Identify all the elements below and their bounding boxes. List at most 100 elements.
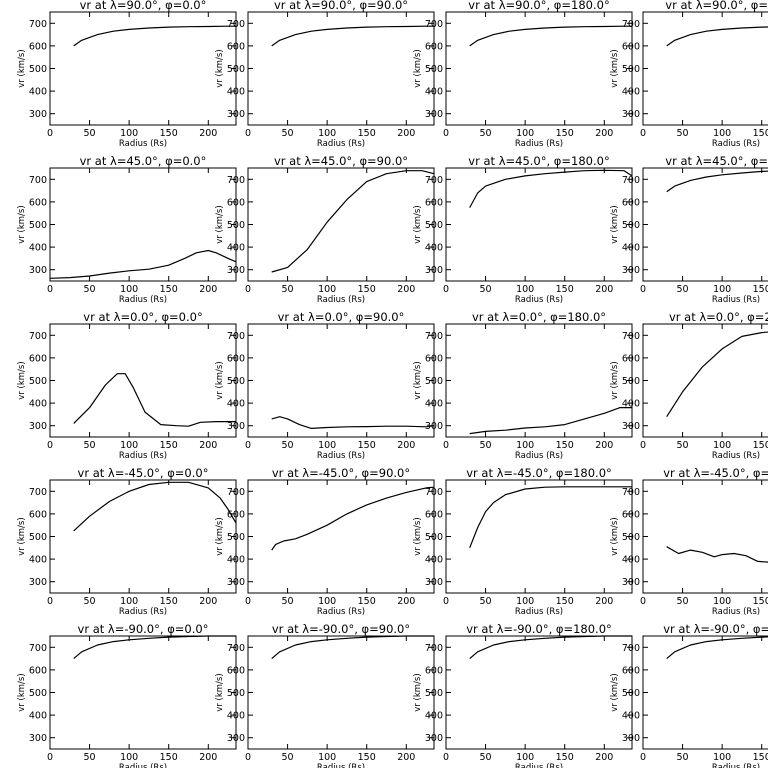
y-tick-label: 300 (227, 577, 245, 588)
panel-title: vr at λ=-45.0°, φ=0.0° (78, 466, 209, 480)
x-tick-label: 100 (120, 284, 138, 295)
y-tick-label: 400 (425, 555, 443, 566)
x-axis-label: Radius (Rs) (317, 295, 365, 305)
x-axis-label: Radius (Rs) (119, 295, 167, 305)
x-tick-label: 150 (358, 752, 376, 763)
panel-2: vr at λ=90.0°, φ=90.0° 0 50 100 150 200 300 400… (215, 0, 435, 149)
y-axis-label: vr (km/s) (610, 673, 620, 711)
x-tick-label: 50 (480, 596, 492, 607)
y-tick-label: 300 (227, 421, 245, 432)
x-tick-label: 0 (640, 752, 646, 763)
panel-title: vr at λ=90.0°, φ=270.0° (665, 0, 768, 12)
y-tick-label: 300 (425, 265, 443, 276)
panel-title: vr at λ=-45.0°, φ=90.0° (272, 466, 410, 480)
y-tick-label: 700 (425, 175, 443, 186)
y-tick-label: 300 (425, 421, 443, 432)
y-tick-label: 600 (227, 353, 245, 364)
y-axis-label: vr (km/s) (215, 49, 225, 87)
x-tick-label: 0 (245, 440, 251, 451)
y-tick-label: 400 (622, 711, 640, 722)
panel-16: vr at λ=-45.0°, φ=270.0°0501001502003004… (610, 466, 768, 617)
y-tick-label: 400 (227, 711, 245, 722)
x-tick-label: 100 (713, 284, 731, 295)
y-tick-label: 500 (227, 376, 245, 387)
y-axis-label: vr (km/s) (610, 361, 620, 399)
y-tick-label: 700 (29, 643, 47, 654)
x-tick-label: 200 (199, 128, 217, 139)
series-line (73, 25, 236, 47)
y-tick-label: 600 (227, 509, 245, 520)
y-tick-label: 700 (425, 19, 443, 30)
panel-20: vr at λ=-90.0°, φ=270.0°0501001502003004… (610, 622, 768, 768)
series-line (666, 170, 768, 193)
plot-frame (247, 167, 435, 282)
x-tick-label: 0 (443, 752, 449, 763)
y-tick-label: 300 (622, 109, 640, 120)
panel-title: vr at λ=-90.0°, φ=180.0° (466, 622, 612, 636)
x-tick-label: 50 (84, 596, 96, 607)
x-tick-label: 150 (160, 284, 178, 295)
y-tick-label: 300 (622, 733, 640, 744)
x-tick-label: 150 (556, 284, 574, 295)
panel-title: vr at λ=0.0°, φ=0.0° (83, 310, 202, 324)
y-tick-label: 700 (622, 487, 640, 498)
y-axis-label: vr (km/s) (610, 205, 620, 243)
series-line (271, 486, 435, 551)
x-tick-label: 100 (516, 596, 534, 607)
plot-frame (642, 11, 768, 126)
y-tick-label: 700 (622, 331, 640, 342)
panel-title: vr at λ=-45.0°, φ=180.0° (466, 466, 612, 480)
series-line (469, 25, 632, 47)
x-tick-label: 150 (160, 128, 178, 139)
plot-frame (49, 167, 237, 282)
y-tick-label: 500 (622, 220, 640, 231)
y-tick-label: 400 (227, 555, 245, 566)
y-tick-label: 700 (227, 175, 245, 186)
y-axis-label: vr (km/s) (215, 361, 225, 399)
series-line (73, 481, 237, 532)
series-line (73, 635, 236, 660)
x-tick-label: 50 (677, 596, 689, 607)
x-axis-label: Radius (Rs) (317, 763, 365, 768)
y-tick-label: 400 (227, 87, 245, 98)
x-tick-label: 50 (84, 440, 96, 451)
y-axis-label: vr (km/s) (215, 517, 225, 555)
panel-17: vr at λ=-90.0°, φ=0.0° 0 50 100 150 200 300 400… (17, 622, 237, 768)
y-tick-label: 300 (622, 265, 640, 276)
x-tick-label: 200 (595, 128, 613, 139)
y-axis-label: vr (km/s) (17, 361, 27, 399)
x-tick-label: 0 (640, 284, 646, 295)
series-line (271, 416, 435, 429)
panel-title: vr at λ=45.0°, φ=180.0° (468, 154, 609, 168)
y-tick-label: 600 (29, 197, 47, 208)
series-line (666, 331, 768, 418)
series-line (271, 25, 434, 47)
y-tick-label: 600 (425, 665, 443, 676)
x-tick-label: 150 (358, 284, 376, 295)
y-tick-label: 700 (29, 175, 47, 186)
y-tick-label: 300 (29, 421, 47, 432)
y-tick-label: 600 (425, 197, 443, 208)
y-tick-label: 600 (227, 197, 245, 208)
x-tick-label: 100 (120, 596, 138, 607)
x-tick-label: 0 (443, 284, 449, 295)
panel-10: vr at λ=0.0°, φ=90.0° 0 50 100 150 200 300 400 5… (215, 310, 435, 461)
x-tick-label: 100 (713, 440, 731, 451)
y-axis-label: vr (km/s) (215, 205, 225, 243)
y-tick-label: 700 (227, 643, 245, 654)
y-tick-label: 400 (622, 87, 640, 98)
y-tick-label: 500 (227, 532, 245, 543)
panel-title: vr at λ=0.0°, φ=270.0° (669, 310, 768, 324)
y-tick-label: 700 (425, 487, 443, 498)
x-tick-label: 50 (677, 284, 689, 295)
x-tick-label: 200 (199, 752, 217, 763)
x-tick-label: 50 (677, 752, 689, 763)
x-tick-label: 200 (595, 284, 613, 295)
y-tick-label: 600 (622, 197, 640, 208)
panel-title: vr at λ=-90.0°, φ=90.0° (272, 622, 410, 636)
plot-frame (642, 479, 768, 594)
y-tick-label: 500 (227, 64, 245, 75)
y-axis-label: vr (km/s) (413, 673, 423, 711)
y-tick-label: 500 (29, 532, 47, 543)
x-tick-label: 50 (84, 752, 96, 763)
